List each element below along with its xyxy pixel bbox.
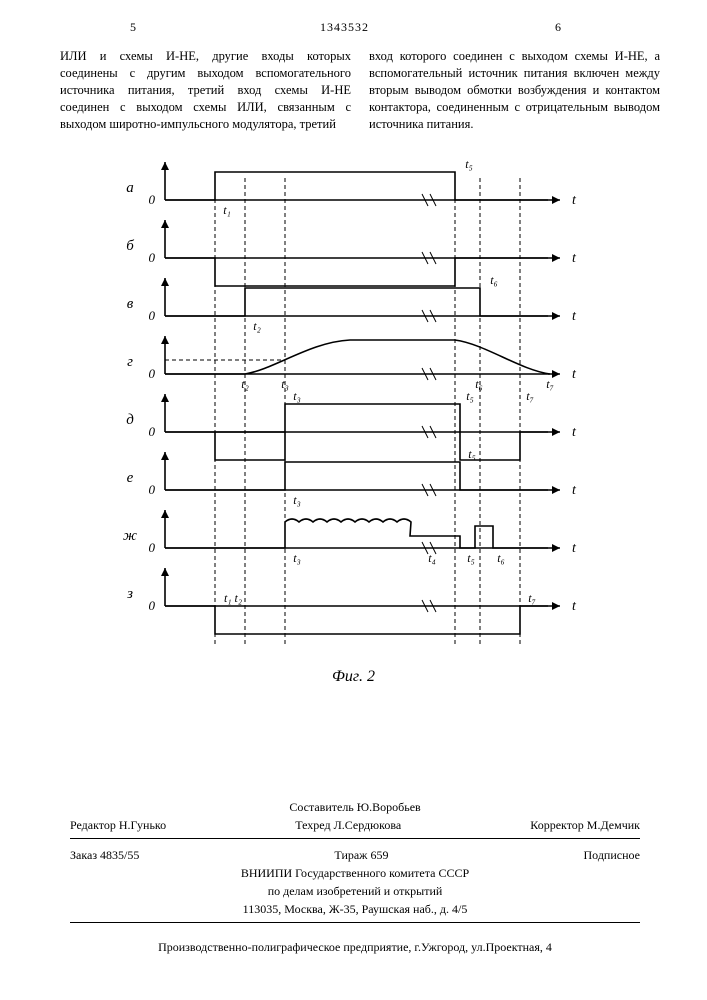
svg-text:t: t: [572, 251, 577, 266]
footer-compiler: Составитель Ю.Воробьев: [70, 798, 640, 816]
svg-text:д: д: [126, 412, 134, 428]
svg-text:t₅: t₅: [466, 389, 474, 403]
doc-number: 1343532: [320, 20, 369, 35]
footer-order-row: Заказ 4835/55 Тираж 659 Подписное: [70, 846, 640, 864]
divider-2: [70, 922, 640, 923]
footer-press: Производственно-полиграфическое предприя…: [70, 938, 640, 956]
svg-text:г: г: [127, 354, 133, 370]
text-columns: ИЛИ и схемы И-НЕ, другие входы кото­рых …: [60, 48, 660, 132]
corrector: Корректор М.Демчик: [530, 816, 640, 834]
svg-text:t₇: t₇: [528, 591, 536, 605]
right-column-text: вход которого соединен с выходом схе­мы …: [369, 48, 660, 132]
svg-text:t₅: t₅: [467, 551, 475, 565]
svg-text:а: а: [126, 180, 134, 196]
svg-text:0: 0: [149, 308, 156, 323]
svg-text:t₆: t₆: [497, 551, 505, 565]
svg-text:t: t: [572, 193, 577, 208]
subscription: Подписное: [584, 846, 641, 864]
svg-text:t₃: t₃: [293, 389, 301, 403]
svg-text:0: 0: [149, 482, 156, 497]
svg-text:t: t: [572, 541, 577, 556]
timing-diagram-svg: а0tt₁t₅б0tв0tt₂t₆г0tt₂t₃t₆t₇д0tt₃t₅t₇е0t…: [110, 160, 590, 690]
svg-text:t₇: t₇: [546, 377, 554, 391]
footer-org2: по делам изобретений и открытий: [70, 882, 640, 900]
divider-1: [70, 838, 640, 839]
svg-text:0: 0: [149, 250, 156, 265]
editor: Редактор Н.Гунько: [70, 816, 166, 834]
svg-text:б: б: [126, 238, 134, 254]
svg-text:е: е: [127, 470, 134, 486]
svg-text:t₁ t₂: t₁ t₂: [224, 591, 242, 605]
svg-text:t₅: t₅: [465, 160, 473, 171]
svg-text:t₂: t₂: [253, 319, 261, 333]
svg-text:t₁: t₁: [223, 203, 231, 217]
svg-text:0: 0: [149, 424, 156, 439]
svg-text:t: t: [572, 425, 577, 440]
svg-text:t₃: t₃: [293, 493, 301, 507]
page-col-num-right: 6: [555, 20, 561, 35]
svg-text:0: 0: [149, 192, 156, 207]
svg-text:t: t: [572, 309, 577, 324]
svg-text:t₆: t₆: [490, 273, 498, 287]
footer-addr: 113035, Москва, Ж-35, Раушская наб., д. …: [70, 900, 640, 918]
svg-text:t₅: t₅: [468, 447, 476, 461]
order-num: Заказ 4835/55: [70, 846, 139, 864]
svg-text:t₄: t₄: [428, 551, 436, 565]
svg-text:0: 0: [149, 598, 156, 613]
svg-text:t₇: t₇: [526, 389, 534, 403]
svg-text:з: з: [126, 586, 133, 602]
timing-diagram-figure: а0tt₁t₅б0tв0tt₂t₆г0tt₂t₃t₆t₇д0tt₃t₅t₇е0t…: [110, 160, 590, 690]
page-col-num-left: 5: [130, 20, 136, 35]
svg-text:0: 0: [149, 540, 156, 555]
svg-text:t: t: [572, 483, 577, 498]
tech-editor: Техред Л.Сердюкова: [295, 816, 401, 834]
svg-text:t: t: [572, 367, 577, 382]
figure-caption: Фиг. 2: [0, 668, 707, 686]
svg-text:t: t: [572, 599, 577, 614]
svg-text:0: 0: [149, 366, 156, 381]
footer-org1: ВНИИПИ Государственного комитета СССР: [70, 864, 640, 882]
print-run: Тираж 659: [334, 846, 388, 864]
svg-text:ж: ж: [123, 528, 137, 544]
footer-credits-row: Редактор Н.Гунько Техред Л.Сердюкова Кор…: [70, 816, 640, 834]
svg-text:t₃: t₃: [293, 551, 301, 565]
svg-text:t₆: t₆: [475, 377, 483, 391]
left-column-text: ИЛИ и схемы И-НЕ, другие входы кото­рых …: [60, 48, 351, 132]
svg-text:в: в: [127, 296, 134, 312]
page: 5 1343532 6 ИЛИ и схемы И-НЕ, другие вхо…: [0, 0, 707, 1000]
